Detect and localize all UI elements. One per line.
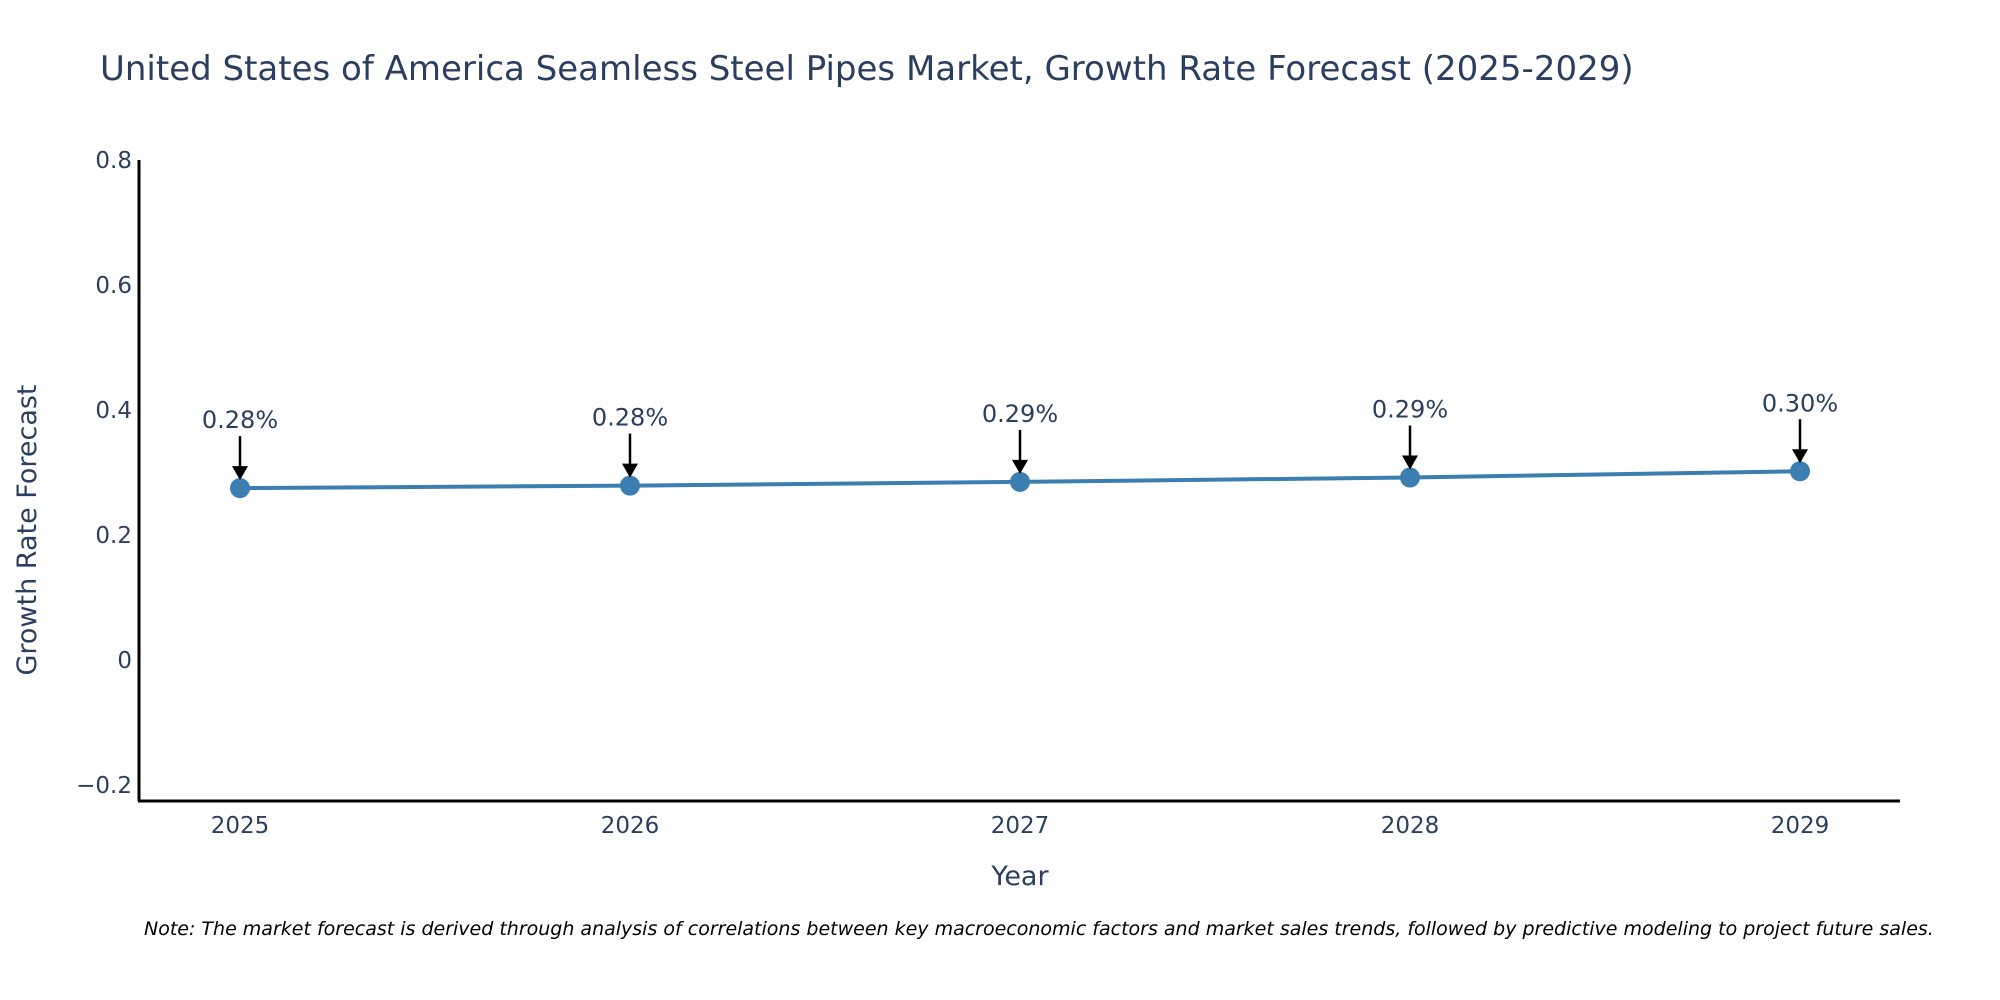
- annotation-arrow-head: [1792, 449, 1808, 464]
- data-label: 0.30%: [1762, 389, 1838, 417]
- footnote: Note: The market forecast is derived thr…: [144, 918, 1934, 940]
- y-tick-label: 0.4: [95, 398, 132, 424]
- x-tick-label: 2026: [601, 813, 660, 839]
- annotation-arrow-head: [622, 463, 638, 478]
- data-point: [1400, 467, 1420, 488]
- y-tick-label: 0.2: [95, 523, 132, 549]
- x-axis-label: Year: [990, 861, 1049, 892]
- data-point: [230, 478, 250, 499]
- annotation-arrow-head: [1012, 459, 1028, 474]
- data-label: 0.29%: [1372, 396, 1448, 424]
- chart-title: United States of America Seamless Steel …: [100, 49, 1634, 89]
- data-point: [620, 475, 640, 496]
- data-point: [1790, 461, 1810, 482]
- x-tick-label: 2029: [1771, 813, 1830, 839]
- data-label: 0.28%: [592, 404, 668, 432]
- y-tick-label: −0.2: [76, 773, 132, 799]
- data-point: [1010, 471, 1030, 492]
- y-axis-label: Growth Rate Forecast: [12, 384, 43, 675]
- y-tick-label: 0: [117, 648, 132, 674]
- y-tick-label: 0.6: [95, 273, 132, 299]
- x-tick-label: 2027: [991, 813, 1050, 839]
- data-label: 0.29%: [982, 400, 1058, 428]
- annotation-arrow-head: [232, 466, 248, 481]
- y-tick-label: 0.8: [95, 148, 132, 174]
- annotation-arrow-head: [1402, 455, 1418, 470]
- x-tick-label: 2025: [211, 813, 270, 839]
- data-label: 0.28%: [202, 406, 278, 434]
- x-tick-label: 2028: [1381, 813, 1440, 839]
